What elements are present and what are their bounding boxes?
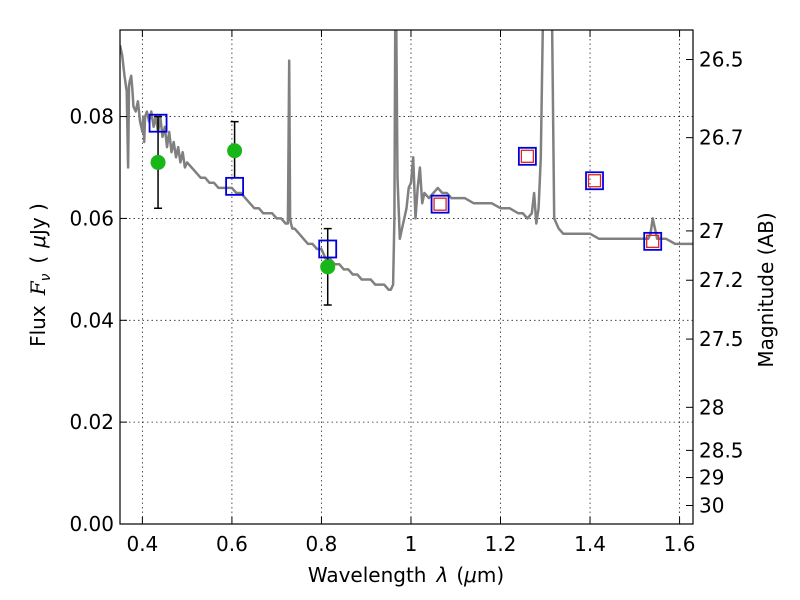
grid-lines [120, 30, 693, 525]
model-box [430, 194, 450, 214]
model-box-series [148, 113, 663, 259]
y2-tick-label: 27 [699, 219, 724, 243]
y-tick-label: 0.04 [69, 308, 114, 332]
x-tick-label: 0.4 [126, 532, 158, 556]
axis-ticks [120, 30, 693, 525]
x-axis-label: Wavelength λ (μm) [308, 563, 504, 587]
sed-model-series [120, 30, 693, 291]
y2-tick-label: 30 [699, 494, 724, 518]
y2-tick-label: 27.5 [699, 327, 744, 351]
model-box [517, 146, 537, 166]
x-tick-label: 1 [405, 532, 418, 556]
y-tick-label: 0.08 [69, 105, 114, 129]
y2-axis-label: Magnitude (AB) [754, 212, 778, 367]
sed-model-line [120, 30, 693, 291]
y2-tick-label: 28.5 [699, 438, 744, 462]
observed-point [320, 259, 336, 275]
y2-tick-labels: 26.5 26.7 27 27.2 27.5 28 28.5 29 30 [699, 48, 744, 518]
y-tick-label: 0.02 [69, 410, 114, 434]
observed-point [227, 143, 243, 159]
observed-points-series [150, 143, 336, 275]
plot-frame [119, 29, 694, 525]
y2-tick-label: 27.2 [699, 268, 744, 292]
x-tick-label: 1.2 [485, 532, 517, 556]
x-tick-label: 1.6 [664, 532, 696, 556]
error-bars [154, 115, 332, 306]
y-tick-labels: 0.00 0.02 0.04 0.06 0.08 [69, 105, 114, 536]
y2-tick-label: 28 [699, 395, 724, 419]
x-tick-label: 0.6 [216, 532, 248, 556]
model-box [225, 176, 245, 196]
x-tick-labels: 0.4 0.6 0.8 1 1.2 1.4 1.6 [126, 532, 695, 556]
x-tick-label: 1.4 [574, 532, 606, 556]
y2-tick-label: 29 [699, 466, 724, 490]
y-tick-label: 0.06 [69, 206, 114, 230]
model-box [318, 239, 338, 259]
y-tick-label: 0.00 [69, 512, 114, 536]
upper-limit-box [587, 174, 602, 188]
upper-limit-box [646, 234, 660, 249]
model-box [643, 231, 663, 251]
model-box [148, 113, 168, 133]
y2-tick-label: 26.5 [699, 48, 744, 72]
x-tick-label: 0.8 [306, 532, 338, 556]
y-axis-label: FluxFν(μJy ) [26, 203, 54, 347]
model-box [585, 171, 604, 191]
upper-limit-box [520, 149, 535, 163]
observed-point [150, 154, 166, 170]
y2-tick-label: 26.7 [699, 126, 744, 150]
upper-limit-box [433, 197, 447, 211]
